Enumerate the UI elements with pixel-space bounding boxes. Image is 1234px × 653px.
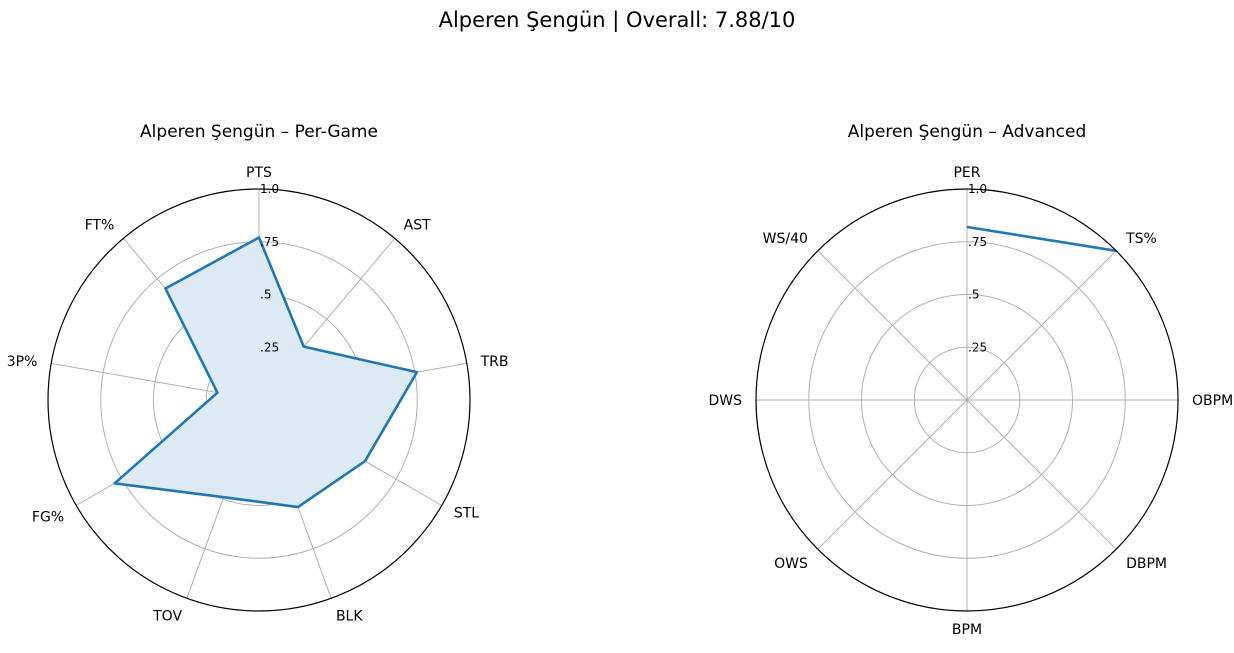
advanced-axis-label-ts: TS% [1125,231,1157,247]
pergame-axis-label-blk: BLK [336,608,363,624]
pergame-axis-label-trb: TRB [480,354,509,370]
pergame-r-tick-label: .5 [260,288,271,302]
figure-title: Alperen Şengün | Overall: 7.88/10 [438,8,796,32]
advanced-axis-label-ows: OWS [774,556,808,572]
advanced-chart-title: Alperen Şengün – Advanced [848,122,1087,142]
advanced-axis-label-dws: DWS [708,393,742,409]
pergame-r-tick-label: 1.0 [260,182,279,196]
pergame-axis-label-stl: STL [454,506,479,522]
pergame-axis-label-tov: TOV [152,608,182,624]
advanced-r-tick-label: 1.0 [968,182,987,196]
advanced-axis-label-dbpm: DBPM [1126,556,1167,572]
pergame-axis-label-pts: PTS [246,165,272,181]
pergame-axis-label-ft: FT% [85,218,115,234]
pergame-axis-label-fg: FG% [32,510,64,526]
pergame-axis-label-3p: 3P% [7,354,38,370]
advanced-spoke [966,250,1117,401]
pergame-outer-frame [47,188,471,612]
pergame-series-area [113,236,419,509]
pergame-chart-title: Alperen Şengün – Per-Game [140,122,378,142]
advanced-spoke [817,399,968,550]
advanced-spoke [966,399,1117,550]
advanced-axis-label-per: PER [953,165,980,181]
advanced-outer-frame [755,188,1179,612]
advanced-spoke [817,250,968,401]
advanced-r-tick-label: .75 [968,235,987,249]
pergame-r-tick-label: .75 [260,235,279,249]
advanced-series-line [966,225,1117,253]
advanced-axis-label-ws40: WS/40 [763,231,808,247]
advanced-axis-label-bpm: BPM [952,622,982,638]
advanced-r-tick-label: .5 [968,288,979,302]
pergame-axis-label-ast: AST [404,218,431,234]
advanced-axis-label-obpm: OBPM [1192,393,1233,409]
advanced-r-tick-label: .25 [968,340,987,354]
pergame-r-tick-label: .25 [260,340,279,354]
